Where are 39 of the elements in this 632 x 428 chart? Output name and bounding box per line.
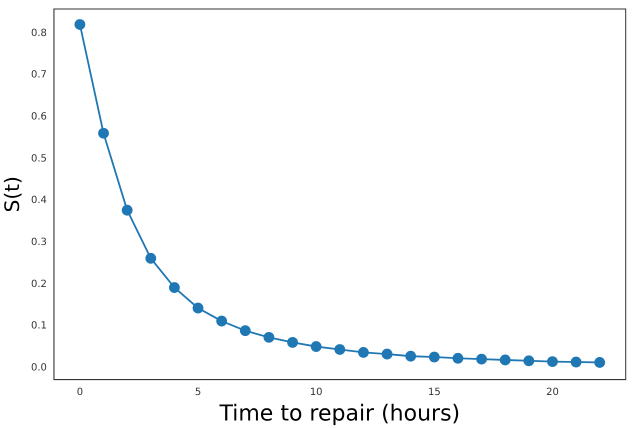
point <box>382 348 392 360</box>
point <box>523 355 534 366</box>
x-tick-label: 15 <box>428 387 441 398</box>
point <box>310 341 322 352</box>
point <box>122 204 133 216</box>
point <box>405 350 416 362</box>
y-tick-label: 0.2 <box>30 278 47 290</box>
point <box>287 336 298 348</box>
point <box>145 252 156 264</box>
point <box>547 356 558 368</box>
x-axis-title: Time to repair (hours) <box>218 402 460 427</box>
point <box>334 344 346 355</box>
x-tick-label: 0 <box>76 387 84 398</box>
point <box>264 332 274 343</box>
y-tick-label: 0.1 <box>30 320 47 332</box>
point <box>169 282 180 293</box>
point <box>594 357 606 368</box>
y-tick-label: 0.5 <box>30 153 47 164</box>
y-tick-label: 0.8 <box>30 28 47 39</box>
point <box>192 302 204 314</box>
point <box>428 352 440 362</box>
point <box>240 325 251 336</box>
x-tick-label: 5 <box>194 387 202 398</box>
y-axis-title: S(t) <box>0 176 24 212</box>
point <box>358 347 369 358</box>
x-tick-label: 10 <box>310 387 323 398</box>
y-tick-label: 0.0 <box>30 362 47 374</box>
point <box>74 19 86 30</box>
point <box>98 128 109 139</box>
y-tick-label: 0.6 <box>30 112 47 123</box>
y-tick-label: 0.7 <box>30 70 47 81</box>
x-tick-label: 20 <box>546 387 559 398</box>
y-tick-label: 0.3 <box>30 236 47 248</box>
point <box>452 352 464 364</box>
point <box>500 354 511 366</box>
y-tick-label: 0.4 <box>30 195 47 206</box>
point <box>476 354 487 365</box>
point <box>570 356 582 368</box>
point <box>216 316 228 326</box>
